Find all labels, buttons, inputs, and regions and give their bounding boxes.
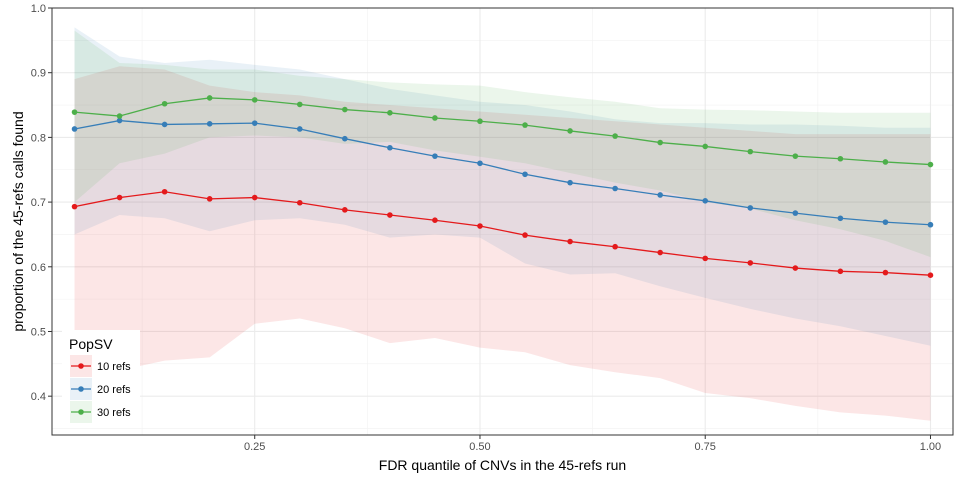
panel-border [51,7,954,436]
point-series-1 [567,238,573,245]
y-axis-title: proportion of the 45-refs calls found [10,111,26,331]
x-tick-label: 0.50 [469,441,490,453]
y-axis-ticks: 0.4 0.5 0.6 0.7 0.8 0.9 1.0 [31,3,52,403]
point-series-2 [296,126,303,132]
point-series-3 [702,143,709,150]
point-series-3 [387,110,393,116]
point-series-2 [71,126,78,132]
point-series-3 [657,139,663,146]
x-axis-ticks: 0.25 0.50 0.75 1.00 [244,435,941,453]
point-series-1 [837,268,844,275]
point-series-3 [747,148,754,155]
ribbon-series-3 [74,30,931,258]
point-series-1 [882,269,889,276]
legend-label: 10 refs [97,361,131,373]
point-series-2 [251,120,258,126]
point-series-1 [612,243,618,250]
point-series-2 [567,179,573,186]
point-series-2 [387,144,393,151]
y-tick-label: 0.7 [31,197,46,209]
y-tick-label: 0.8 [31,132,46,144]
point-series-1 [792,265,799,271]
legend-label: 30 refs [97,407,131,419]
point-series-2 [477,160,483,167]
point-series-3 [612,133,618,139]
point-series-3 [342,106,348,113]
confidence-ribbons [74,27,931,421]
point-series-2 [612,185,618,192]
point-series-1 [747,260,754,266]
y-tick-label: 1.0 [31,3,46,15]
point-series-3 [251,97,258,103]
point-series-2 [792,210,799,216]
legend-title: PopSV [69,336,113,352]
point-series-2 [522,171,528,178]
point-series-2 [116,117,123,124]
point-series-3 [882,159,889,165]
point-series-3 [161,100,168,107]
point-series-1 [296,199,303,206]
series-points [71,95,934,278]
line-series-1 [74,191,931,276]
y-tick-label: 0.9 [31,68,46,80]
point-series-2 [702,197,709,204]
line-series-2 [74,119,931,226]
point-series-1 [432,217,438,224]
point-series-2 [837,215,844,222]
x-tick-label: 0.75 [695,441,716,453]
point-series-1 [206,196,213,202]
point-series-3 [522,122,528,128]
x-tick-label: 1.00 [920,441,941,453]
point-series-1 [477,223,483,229]
point-series-2 [927,221,934,228]
point-series-3 [296,101,303,108]
point-series-3 [71,109,78,115]
legend-background [62,330,140,426]
point-series-3 [792,153,799,159]
point-series-1 [387,212,393,218]
ribbon-series-2 [74,27,931,346]
legend-key-point [78,363,84,369]
grid-minor [52,8,953,435]
point-series-1 [657,249,663,256]
x-axis-title: FDR quantile of CNVs in the 45-refs run [379,457,626,473]
line-series-3 [74,97,931,166]
x-tick-label: 0.25 [244,441,265,453]
point-series-2 [161,121,168,128]
point-series-3 [927,161,934,168]
point-series-1 [161,188,168,195]
legend-items: 10 refs 20 refs 30 refs [70,355,131,423]
point-series-3 [116,113,123,119]
legend-label: 20 refs [97,384,131,396]
point-series-2 [882,219,889,225]
point-series-3 [477,118,483,125]
legend-key-point [78,386,84,392]
point-series-2 [657,192,663,198]
point-series-1 [71,203,78,210]
point-series-1 [927,272,934,278]
y-tick-label: 0.6 [31,262,46,274]
point-series-3 [567,128,573,134]
point-series-3 [837,155,844,162]
point-series-3 [206,95,213,101]
y-tick-label: 0.4 [31,391,46,403]
point-series-2 [342,135,348,142]
point-series-2 [432,153,438,159]
ribbon-series-1 [74,66,931,421]
series-lines [74,97,931,276]
legend: PopSV 10 refs 20 refs 30 refs [62,330,140,426]
point-series-1 [251,194,258,201]
point-series-2 [747,205,754,211]
point-series-1 [522,232,528,238]
point-series-1 [342,207,348,213]
legend-key-point [78,409,84,415]
y-tick-label: 0.5 [31,326,46,338]
point-series-3 [432,115,438,121]
point-series-1 [116,194,123,201]
point-series-1 [702,255,709,262]
point-series-2 [206,121,213,127]
